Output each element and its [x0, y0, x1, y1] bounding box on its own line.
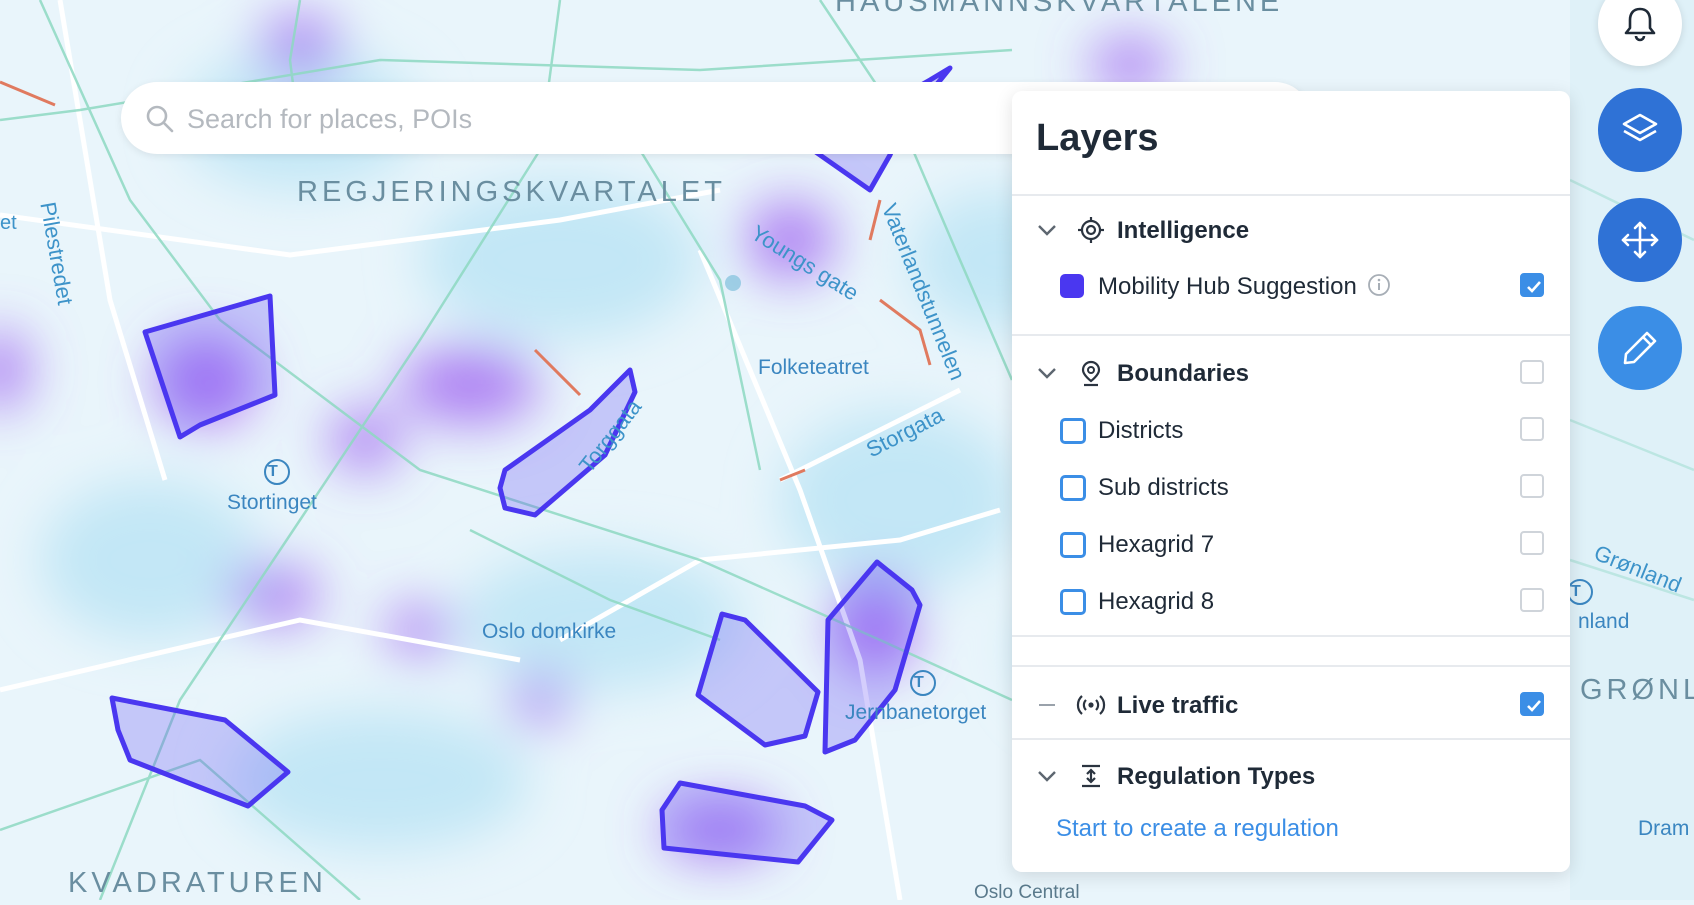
layer-group-label: Intelligence [1117, 217, 1250, 244]
search-input[interactable] [185, 96, 1089, 142]
layer-group-checkbox[interactable] [1520, 360, 1544, 384]
poi-label: Stortinget [227, 491, 317, 514]
layer-color-swatch [1060, 589, 1086, 615]
layer-checkbox[interactable] [1520, 588, 1544, 612]
expand-vertical-icon [1082, 764, 1100, 788]
chevron-down-icon[interactable] [1036, 362, 1058, 384]
poi-label: Folketeatret [758, 356, 869, 379]
layer-item-hexagrid-8[interactable]: Hexagrid 8 [1012, 576, 1570, 626]
poi-label: nland [1578, 610, 1630, 633]
create-regulation-link[interactable]: Start to create a regulation [1056, 815, 1339, 842]
district-label: GRØNL [1580, 674, 1694, 706]
layers-panel: Layers Intelligence Mobility Hub Suggest… [1012, 91, 1570, 872]
divider [1012, 738, 1570, 740]
district-label: KVADRATUREN [68, 867, 327, 899]
chevron-down-icon[interactable] [1036, 219, 1058, 241]
minus-icon [1039, 704, 1055, 706]
layer-item-hexagrid-7[interactable]: Hexagrid 7 [1012, 519, 1570, 569]
poi-label: Oslo Central [974, 882, 1080, 903]
move-button[interactable] [1598, 198, 1682, 282]
layer-color-swatch [1060, 475, 1086, 501]
hub-polygon [142, 293, 278, 440]
layer-checkbox[interactable] [1520, 531, 1544, 555]
mobility-hub-polygons[interactable] [109, 65, 953, 865]
district-label: HAUSMANNSKVARTALENE [835, 0, 1284, 18]
layer-item-label: Hexagrid 8 [1098, 588, 1215, 615]
hub-polygon [822, 559, 923, 755]
metro-symbol: T [1571, 583, 1581, 600]
info-icon[interactable] [1367, 273, 1391, 297]
layer-group-label: Live traffic [1117, 692, 1239, 719]
layer-checkbox[interactable] [1520, 273, 1544, 297]
divider [1012, 334, 1570, 336]
map-pin-icon [1081, 360, 1101, 387]
divider [1012, 194, 1570, 196]
divider [1012, 665, 1570, 667]
check-icon [1527, 700, 1541, 712]
layer-color-swatch [1060, 274, 1084, 298]
layer-group-live-traffic[interactable]: Live traffic [1012, 680, 1570, 730]
hub-polygon [695, 611, 821, 748]
traffic-congestion [0, 80, 932, 482]
chevron-down-icon[interactable] [1036, 765, 1058, 787]
layer-checkbox[interactable] [1520, 692, 1544, 716]
poi-dot [725, 275, 741, 291]
layer-group-label: Regulation Types [1117, 763, 1316, 790]
layer-color-swatch [1060, 418, 1086, 444]
broadcast-icon [1076, 695, 1106, 715]
hub-polygon [497, 367, 638, 518]
layer-item-label: Districts [1098, 417, 1184, 444]
poi-label: Oslo domkirke [482, 620, 617, 643]
layer-checkbox[interactable] [1520, 474, 1544, 498]
poi-label: Dram [1638, 817, 1690, 840]
layers-button[interactable] [1598, 88, 1682, 172]
bell-icon [1624, 7, 1656, 42]
district-label: REGJERINGSKVARTALET [297, 176, 726, 208]
metro-symbol: T [914, 674, 924, 691]
pencil-icon [1623, 331, 1657, 365]
divider [1012, 635, 1570, 637]
move-icon [1621, 221, 1659, 259]
metro-symbol: T [268, 463, 278, 480]
layer-item-mobility-hub[interactable]: Mobility Hub Suggestion [1012, 261, 1570, 311]
poi-label: Jernbanetorget [845, 701, 987, 724]
layer-color-swatch [1060, 532, 1086, 558]
search-icon [146, 105, 174, 133]
hub-polygon [659, 780, 835, 865]
panel-title: Layers [1036, 117, 1159, 159]
layer-checkbox[interactable] [1520, 417, 1544, 441]
layer-group-regulation-types[interactable]: Regulation Types [1012, 751, 1570, 801]
layer-item-sub-districts[interactable]: Sub districts [1012, 462, 1570, 512]
layer-item-label: Mobility Hub Suggestion [1098, 273, 1357, 300]
edit-button[interactable] [1598, 306, 1682, 390]
layer-item-label: Hexagrid 7 [1098, 531, 1215, 558]
layer-item-label: Sub districts [1098, 474, 1229, 501]
layers-icon [1622, 113, 1658, 142]
layer-group-label: Boundaries [1117, 360, 1250, 387]
layer-item-districts[interactable]: Districts [1012, 405, 1570, 455]
check-icon [1527, 281, 1541, 293]
roads-layer [0, 0, 1001, 901]
street-label: et [0, 212, 17, 234]
cpu-icon [1078, 217, 1104, 243]
hub-polygon [109, 695, 291, 809]
layer-group-boundaries[interactable]: Boundaries [1012, 348, 1570, 398]
layer-group-intelligence[interactable]: Intelligence [1012, 205, 1570, 255]
notifications-button[interactable] [1598, 0, 1682, 66]
